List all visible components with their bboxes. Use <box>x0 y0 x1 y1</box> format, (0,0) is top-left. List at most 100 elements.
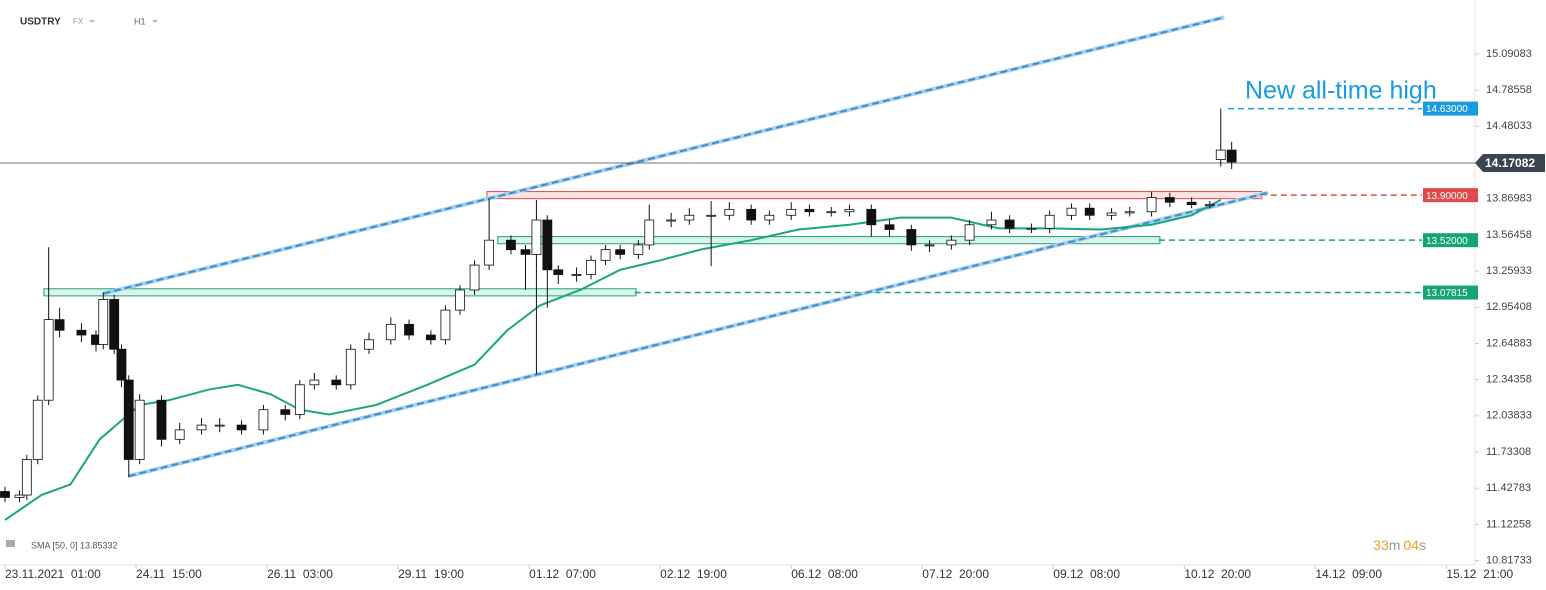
candle-body <box>884 224 895 230</box>
candle-body <box>1215 149 1226 160</box>
countdown-minutes: 33 <box>1373 537 1389 553</box>
candle-body <box>986 219 997 226</box>
candle-body <box>425 334 436 341</box>
candle-body <box>484 239 495 266</box>
x-tick-label: 26.11 03:00 <box>267 567 333 581</box>
annotation: New all-time high <box>1245 77 1437 105</box>
dropdown-icon[interactable] <box>152 20 158 23</box>
candle-body <box>1164 197 1175 203</box>
candle-body <box>1124 211 1135 214</box>
candle-body <box>21 459 32 496</box>
candle-body <box>586 259 596 275</box>
y-tick-label: 13.56458 <box>1486 229 1532 241</box>
candle-body <box>1226 149 1237 163</box>
candle-body <box>946 239 957 246</box>
candle-body <box>1186 201 1197 206</box>
candle-body <box>600 249 611 261</box>
candle-body <box>134 399 145 460</box>
level-label: 13.90000 <box>1426 191 1468 202</box>
y-tick-label: 14.78558 <box>1486 84 1532 96</box>
y-tick-label: 15.09083 <box>1486 48 1532 60</box>
candle-body <box>236 424 247 431</box>
countdown-seconds: 04 <box>1403 537 1419 553</box>
candle-body <box>98 299 109 345</box>
current-price-tag <box>1475 154 1545 173</box>
candle-body <box>724 208 735 216</box>
countdown: 33m 04s <box>1373 537 1426 553</box>
candle-body <box>54 319 65 331</box>
candle-body <box>385 323 396 341</box>
candle-body <box>109 299 120 350</box>
y-tick-label: 12.34358 <box>1486 374 1532 386</box>
x-tick-label: 02.12 19:00 <box>660 567 727 581</box>
candle-body <box>615 249 626 255</box>
y-tick-label: 12.95408 <box>1486 301 1532 313</box>
candle-body <box>1106 212 1117 216</box>
dropdown-icon[interactable] <box>89 20 95 23</box>
x-tick-label: 15.12 21:00 <box>1446 567 1513 581</box>
candle-body <box>214 424 225 427</box>
x-tick-label: 09.12 08:00 <box>1053 567 1120 581</box>
candle-body <box>826 211 837 214</box>
countdown-unit: s <box>1419 537 1426 553</box>
candle-body <box>76 329 87 336</box>
candle-body <box>455 289 465 311</box>
plot <box>0 15 1475 521</box>
x-tick-label: 29.11 19:00 <box>398 567 464 581</box>
y-tick-label: 12.64883 <box>1486 337 1532 349</box>
candle-body <box>345 348 356 386</box>
candle-body <box>469 264 480 291</box>
x-tick-label: 01.12 07:00 <box>529 567 596 581</box>
candle-body <box>123 379 134 460</box>
symbol[interactable]: USDTRY <box>20 17 61 28</box>
candle-body <box>542 219 553 271</box>
candle-body <box>1004 219 1015 229</box>
candle-body <box>764 214 775 221</box>
trendline <box>128 191 1269 478</box>
level-tag <box>1423 233 1478 248</box>
candle-body <box>520 249 531 255</box>
candle-body <box>404 323 414 336</box>
y-tick-label: 11.12258 <box>1486 518 1531 530</box>
candle-body <box>906 229 917 246</box>
y-tick-label: 13.25933 <box>1486 265 1532 277</box>
candle-body <box>14 494 25 498</box>
candle-body <box>684 214 695 221</box>
level-tag <box>1423 285 1478 300</box>
candle-body <box>1044 214 1055 229</box>
level-tag <box>1423 101 1478 116</box>
candle-body <box>174 429 185 440</box>
countdown-unit: m <box>1389 537 1401 553</box>
candle-body <box>440 309 451 341</box>
candle-body <box>294 384 305 415</box>
candle-body <box>364 339 374 350</box>
candle-body <box>43 319 54 401</box>
candle-body <box>0 491 10 498</box>
candle-body <box>258 409 269 431</box>
x-tick-label: 10.12 20:00 <box>1184 567 1251 581</box>
candle-body <box>1084 207 1095 216</box>
current-price-label: 14.17082 <box>1485 156 1535 170</box>
x-tick-label: 07.12 20:00 <box>922 567 989 581</box>
candle-body <box>506 239 516 251</box>
y-tick-label: 13.86983 <box>1486 193 1532 205</box>
level-label: 13.52000 <box>1426 236 1468 247</box>
timeframe[interactable]: H1 <box>134 16 146 26</box>
candle-body <box>1204 204 1215 207</box>
sma-line <box>4 198 1222 521</box>
candle-body <box>746 208 757 221</box>
candle-body <box>571 274 582 276</box>
candle-body <box>924 244 935 247</box>
x-tick-label: 06.12 08:00 <box>791 567 858 581</box>
candle-body <box>844 208 855 213</box>
indicator-icon[interactable] <box>6 540 15 547</box>
candle-body <box>1026 227 1037 230</box>
candle-body <box>964 224 975 241</box>
candle-body <box>804 208 815 213</box>
level-label: 14.63000 <box>1426 104 1468 115</box>
candle-body <box>666 219 677 222</box>
indicator-label: SMA [50, 0] 13.85332 <box>31 540 118 550</box>
candle-body <box>644 219 655 246</box>
candle-body <box>196 424 207 431</box>
